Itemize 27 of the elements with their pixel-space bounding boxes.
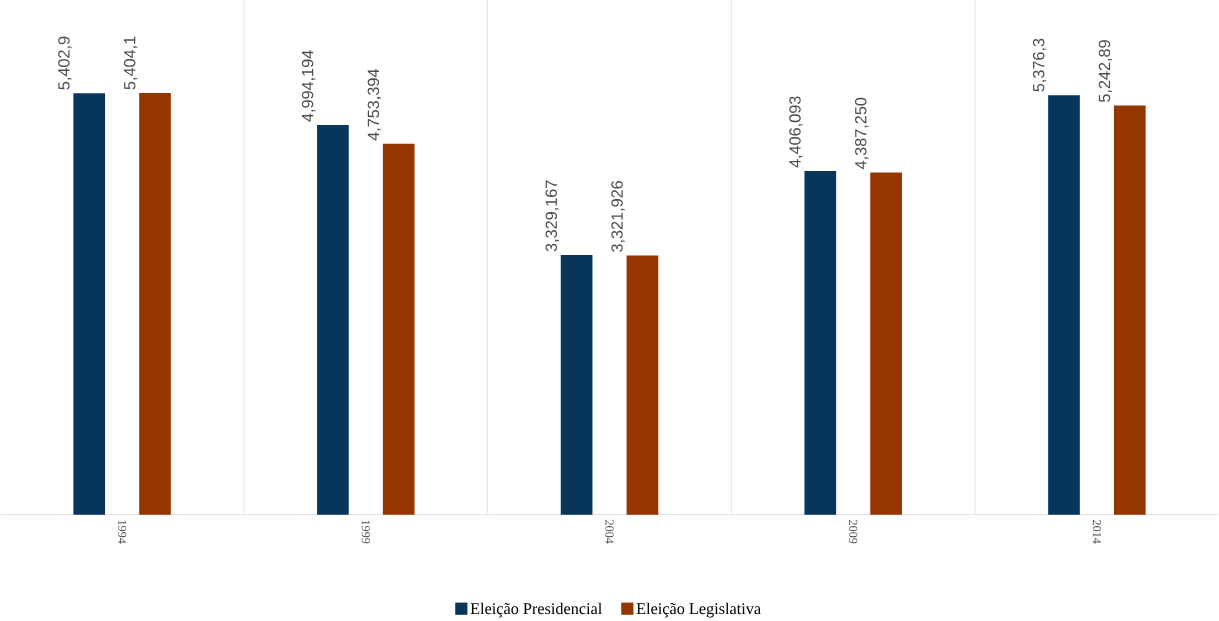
data-label: 3,329,167 bbox=[545, 180, 559, 252]
legend-label: Eleição Legislativa bbox=[636, 602, 761, 618]
bar bbox=[1113, 105, 1146, 515]
data-label: 4,406,093 bbox=[789, 96, 803, 168]
x-tick-label: 2004 bbox=[605, 519, 614, 544]
data-label: 5,402,9 bbox=[58, 36, 72, 90]
bar bbox=[139, 92, 171, 515]
x-tick-label: 1994 bbox=[118, 520, 127, 544]
data-label: 5,404,1 bbox=[123, 36, 138, 90]
bar bbox=[317, 124, 349, 515]
legend-label: Eleição Presidencial bbox=[470, 602, 602, 618]
bar bbox=[626, 255, 659, 515]
bar bbox=[560, 254, 593, 515]
data-label: 5,242,89 bbox=[1098, 39, 1113, 102]
bar bbox=[73, 92, 106, 515]
x-tick-label: 1999 bbox=[361, 520, 370, 544]
data-label: 5,376,3 bbox=[1032, 38, 1047, 92]
bar bbox=[1048, 94, 1080, 515]
data-label: 4,994,194 bbox=[301, 50, 316, 122]
x-tick-label: 2014 bbox=[1092, 519, 1101, 544]
data-label: 3,321,926 bbox=[611, 180, 625, 252]
bar bbox=[804, 170, 837, 515]
x-tick-label: 2009 bbox=[849, 519, 858, 544]
bar bbox=[382, 143, 415, 515]
data-label: 4,753,394 bbox=[367, 68, 382, 141]
data-label: 4,387,250 bbox=[855, 97, 869, 169]
bar bbox=[870, 172, 902, 515]
